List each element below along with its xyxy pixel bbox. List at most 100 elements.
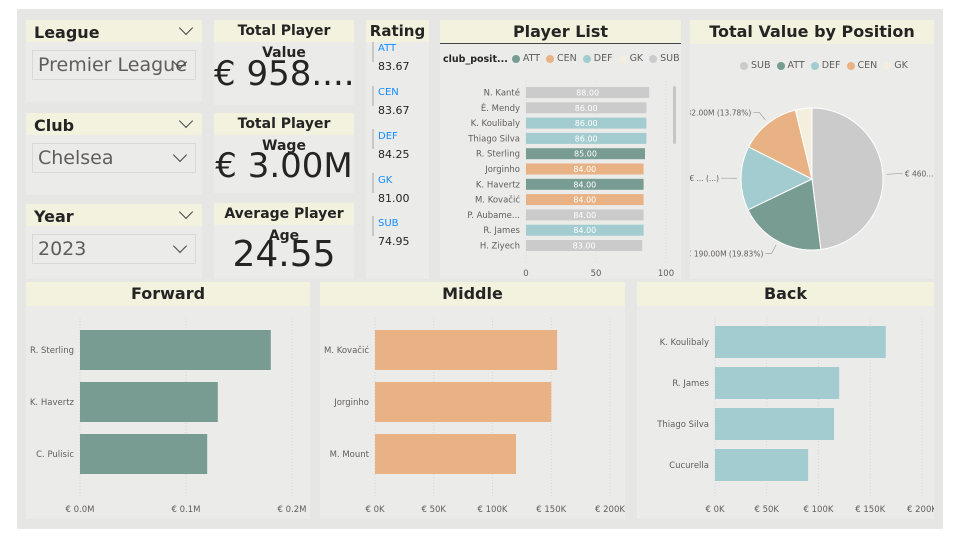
bar[interactable] (715, 326, 886, 358)
club-filter-header (26, 113, 202, 135)
legend-dot (740, 61, 748, 70)
rating-card: Rating ATT 83.67 CEN 83.67 DEF 84.25 GK … (366, 20, 429, 279)
y-tick-label: M. Kovačić (324, 345, 369, 356)
year-filter[interactable]: Year 2023 (26, 204, 202, 279)
bar[interactable] (715, 449, 809, 481)
average-player-age-title: Average Player Age (214, 203, 354, 244)
leader-line (765, 244, 777, 255)
player-list-legend: club_posit... ATT CEN DEF GK SUB (443, 53, 686, 66)
bar[interactable] (80, 382, 218, 422)
x-tick-label: € 0K (365, 505, 385, 515)
chevron-down-icon[interactable] (172, 238, 188, 254)
y-tick-label: R. Sterling (476, 150, 520, 160)
club-filter[interactable]: Club Chelsea (26, 113, 202, 195)
legend-item-def[interactable]: DEF (810, 60, 841, 71)
slice-label: € 132.00M (13.78%) (690, 108, 751, 117)
bar[interactable] (526, 148, 645, 160)
bar[interactable] (526, 224, 644, 236)
rating-bar-sub (372, 216, 374, 236)
report-canvas: League Premier League Club Chelsea Year … (17, 9, 943, 529)
y-tick-label: P. Aubame... (467, 211, 520, 221)
y-tick-label: C. Pulisic (36, 450, 74, 460)
y-tick-label: M. Mount (330, 450, 370, 460)
legend-dot (883, 61, 892, 70)
legend-title: club_posit... (443, 53, 508, 65)
legend-label: GK (629, 53, 644, 64)
rating-value: 74.95 (378, 235, 410, 248)
pie-slice-att[interactable] (747, 178, 822, 251)
bar[interactable] (80, 434, 208, 474)
legend-item-att[interactable]: ATT (511, 53, 540, 64)
bar[interactable] (375, 434, 516, 474)
pie-slice-def[interactable] (740, 146, 814, 211)
legend-label: CEN (557, 53, 577, 64)
y-tick-label: N. Kanté (484, 88, 520, 99)
forward-card: Forward € 0.0M € 0.1M € 0.2M R. Sterling K. … (26, 282, 310, 519)
total-player-wage-card: Total Player Wage € 3.00M (214, 113, 354, 193)
bar[interactable] (526, 102, 647, 114)
pie-slice-cen[interactable] (747, 109, 813, 180)
player-list-card: Player List club_posit... ATT CEN DEF GK SUB… (440, 20, 681, 279)
legend-dot (618, 54, 627, 63)
bar[interactable] (715, 367, 840, 399)
league-filter-label: League (34, 23, 100, 42)
x-tick-label: € 50K (755, 505, 780, 515)
league-dropdown[interactable]: Premier League (32, 50, 196, 80)
legend-item-cen[interactable]: CEN (846, 60, 877, 71)
total-player-value-card: Total Player Value € 958.... (214, 20, 354, 105)
pie-slice-sub[interactable] (811, 107, 884, 251)
x-tick-label: € 0.2M (278, 505, 307, 515)
data-label: 88.00 (576, 89, 599, 98)
forward-chart: € 0.0M € 0.1M € 0.2M R. Sterling K. Havertz C… (30, 318, 307, 515)
pie-slice-gk[interactable] (794, 107, 813, 180)
bar[interactable] (526, 132, 647, 144)
middle-title: Middle (320, 282, 625, 306)
rating-bar-def (372, 129, 374, 149)
rating-bar-gk (372, 173, 374, 193)
legend-label: DEF (593, 53, 613, 64)
rating-value: 83.67 (378, 104, 410, 117)
bar[interactable] (526, 240, 643, 251)
data-label: 84.00 (573, 226, 596, 235)
bar[interactable] (715, 408, 835, 440)
bar[interactable] (375, 382, 552, 422)
legend-item-cen[interactable]: CEN (546, 53, 577, 64)
bar[interactable] (526, 194, 644, 206)
bar[interactable] (80, 330, 271, 370)
legend-item-gk[interactable]: GK (883, 60, 908, 71)
bar[interactable] (526, 87, 650, 98)
legend-dot (810, 61, 819, 70)
legend-item-gk[interactable]: GK (618, 53, 644, 64)
x-tick-label: € 0K (705, 505, 725, 515)
legend-item-def[interactable]: DEF (582, 53, 613, 64)
x-tick-label: 0 (523, 269, 528, 279)
league-filter[interactable]: League Premier League (26, 20, 202, 102)
player-list-legend-items: ATT CEN DEF GK SUB (511, 53, 686, 66)
league-filter-header (26, 20, 202, 42)
rating-value: 81.00 (378, 192, 410, 205)
x-tick-label: € 200K (595, 505, 625, 515)
bar[interactable] (526, 163, 644, 175)
bar[interactable] (526, 178, 644, 190)
scrollbar[interactable] (673, 86, 676, 144)
legend-item-att[interactable]: ATT (776, 60, 805, 71)
legend-dot (511, 54, 520, 63)
rating-value: 83.67 (378, 60, 410, 73)
y-tick-label: R. James (483, 226, 520, 236)
bar[interactable] (526, 117, 647, 129)
average-player-age: 24.55 (232, 234, 336, 275)
year-dropdown[interactable]: 2023 (32, 234, 196, 264)
player-list-chart: 0 50 100 N. Kanté 88.00 É. Mendy 86.00 K. Kouli… (467, 81, 674, 279)
rating-category: DEF (378, 131, 398, 142)
legend-dot (846, 61, 855, 70)
legend-dot (582, 54, 591, 63)
y-tick-label: K. Havertz (30, 398, 75, 408)
chevron-down-icon[interactable] (172, 147, 188, 163)
club-dropdown[interactable]: Chelsea (32, 143, 196, 173)
bar[interactable] (375, 330, 558, 370)
bar[interactable] (526, 209, 644, 221)
legend-item-sub[interactable]: SUB (649, 53, 680, 64)
rating-category: GK (378, 175, 393, 186)
legend-item-sub[interactable]: SUB (740, 60, 771, 71)
legend-label: SUB (660, 53, 680, 64)
